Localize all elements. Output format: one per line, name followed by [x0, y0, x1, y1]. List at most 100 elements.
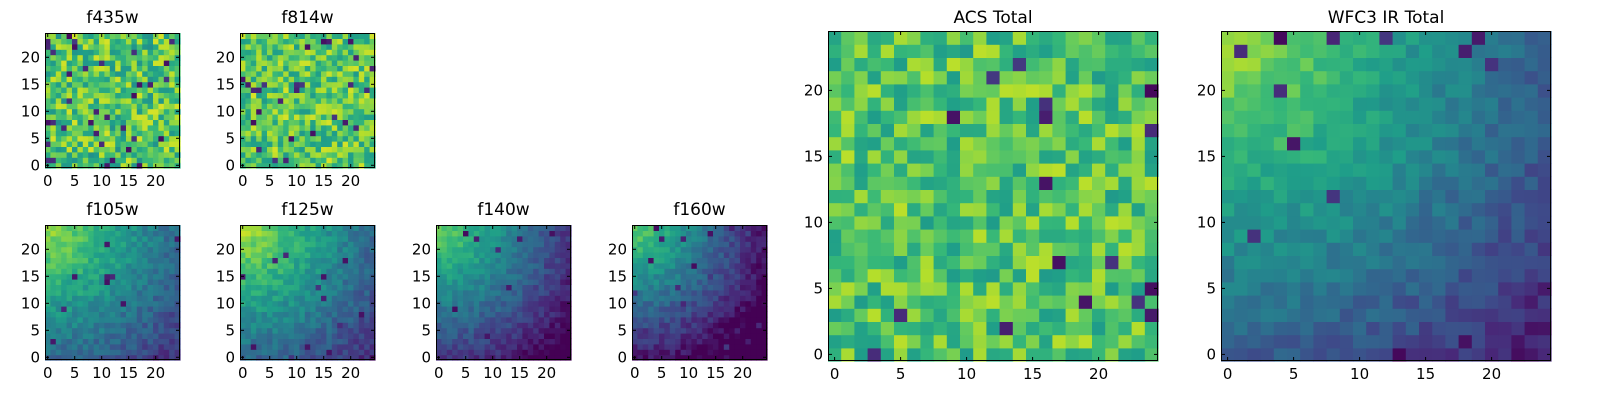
- heatmap-cell: [364, 54, 371, 61]
- heatmap-cell: [158, 284, 165, 291]
- heatmap-cell: [436, 241, 442, 248]
- heatmap-cell: [1458, 202, 1473, 217]
- heatmap-cell: [702, 289, 709, 296]
- heatmap-cell: [1065, 176, 1080, 190]
- heatmap-cell: [1105, 242, 1119, 256]
- heatmap-cell: [1260, 163, 1275, 177]
- heatmap-cell: [880, 136, 895, 151]
- heatmap-cell: [867, 31, 882, 45]
- heatmap-cell: [109, 162, 116, 169]
- heatmap-cell: [734, 241, 741, 248]
- heatmap-cell: [294, 92, 300, 99]
- heatmap-cell: [267, 300, 273, 307]
- heatmap-cell: [669, 268, 676, 275]
- heatmap-cell: [315, 354, 322, 361]
- heatmap-cell: [126, 349, 132, 356]
- heatmap-cell: [294, 43, 300, 50]
- heatmap-cell: [756, 295, 763, 302]
- heatmap-cell: [142, 295, 149, 302]
- heatmap-cell: [93, 76, 100, 83]
- heatmap-cell: [1144, 321, 1159, 336]
- heatmap-cell: [272, 114, 279, 120]
- heatmap-cell: [261, 87, 268, 93]
- heatmap-cell: [1273, 189, 1288, 204]
- heatmap-cell: [696, 300, 703, 307]
- heatmap-cell: [1511, 347, 1526, 362]
- heatmap-cell: [331, 225, 338, 231]
- heatmap-cell: [256, 124, 263, 131]
- heatmap-cell: [331, 273, 338, 280]
- heatmap-cell: [288, 124, 295, 131]
- heatmap-cell: [1247, 268, 1262, 283]
- heatmap-cell: [310, 87, 317, 93]
- heatmap-cell: [348, 157, 354, 164]
- heatmap-cell: [484, 306, 491, 312]
- heatmap-cell: [880, 321, 895, 336]
- heatmap-cell: [867, 44, 882, 58]
- heatmap-cell: [169, 273, 176, 280]
- heatmap-cell: [1287, 202, 1301, 217]
- heatmap-cell: [659, 300, 665, 307]
- heatmap-cell: [1485, 295, 1499, 309]
- heatmap-cell: [691, 333, 698, 339]
- heatmap-cell: [174, 97, 181, 104]
- heatmap-cell: [1131, 229, 1146, 243]
- heatmap-cell: [66, 235, 73, 242]
- heatmap-cell: [1392, 334, 1407, 349]
- heatmap-cell: [1419, 281, 1433, 296]
- heatmap-cell: [169, 157, 176, 164]
- heatmap-cell: [500, 322, 507, 329]
- heatmap-cell: [369, 157, 376, 164]
- heatmap-cell: [310, 60, 317, 66]
- heatmap-cell: [109, 295, 116, 302]
- heatmap-cell: [702, 349, 709, 356]
- heatmap-cell: [55, 135, 62, 142]
- heatmap-cell: [82, 65, 89, 72]
- heatmap-cell: [88, 38, 95, 45]
- heatmap-cell: [169, 225, 176, 231]
- heatmap-cell: [718, 300, 725, 307]
- heatmap-cell: [99, 300, 105, 307]
- heatmap-cell: [642, 225, 649, 231]
- heatmap-cell: [517, 316, 523, 323]
- heatmap-cell: [522, 284, 529, 291]
- heatmap-cell: [986, 44, 1001, 58]
- x-tick-label: 0: [43, 172, 53, 190]
- heatmap-cell: [250, 322, 257, 329]
- heatmap-cell: [342, 70, 349, 77]
- heatmap-cell: [506, 225, 513, 231]
- heatmap-cell: [304, 349, 311, 356]
- heatmap-cell: [894, 229, 908, 243]
- heatmap-cell: [1287, 321, 1301, 336]
- heatmap-cell: [304, 119, 311, 126]
- heatmap-cell: [637, 225, 644, 231]
- heatmap-cell: [358, 354, 365, 361]
- heatmap-cell: [115, 262, 122, 269]
- heatmap-cell: [131, 43, 138, 50]
- heatmap-cell: [348, 70, 354, 77]
- heatmap-cell: [326, 273, 333, 280]
- heatmap-cell: [153, 151, 159, 158]
- heatmap-cell: [522, 241, 529, 248]
- heatmap-cell: [473, 225, 480, 231]
- heatmap-cell: [277, 54, 284, 61]
- heatmap-cell: [153, 146, 159, 153]
- heatmap-cell: [549, 349, 556, 356]
- heatmap-cell: [45, 338, 51, 345]
- heatmap-cell: [745, 289, 752, 296]
- heatmap-cell: [304, 235, 311, 242]
- heatmap-cell: [82, 146, 89, 153]
- heatmap-cell: [986, 242, 1001, 256]
- heatmap-cell: [854, 70, 869, 85]
- heatmap-cell: [1379, 295, 1394, 309]
- heatmap-cell: [277, 252, 284, 258]
- heatmap-cell: [61, 119, 68, 126]
- heatmap-cell: [353, 262, 360, 269]
- heatmap-cell: [147, 349, 154, 356]
- heatmap-cell: [500, 225, 507, 231]
- heatmap-cell: [506, 257, 513, 264]
- heatmap-cell: [147, 295, 154, 302]
- heatmap-cell: [473, 306, 480, 312]
- heatmap-cell: [484, 246, 491, 253]
- heatmap-cell: [331, 60, 338, 66]
